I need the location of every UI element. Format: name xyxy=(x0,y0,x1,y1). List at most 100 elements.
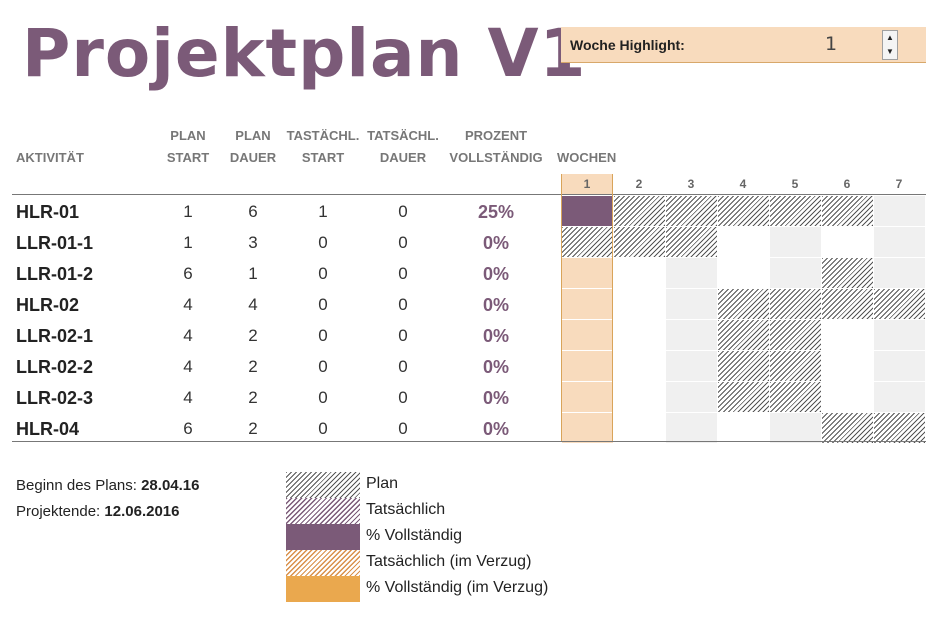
gantt-cell xyxy=(822,227,873,257)
spinner-down-icon[interactable]: ▼ xyxy=(883,45,897,59)
header-actual-duration-line1: TATSÄCHL. xyxy=(367,128,439,143)
gantt-cell xyxy=(562,351,613,381)
gantt-cell xyxy=(874,227,925,257)
legend-label-actual: Tatsächlich xyxy=(366,501,446,518)
week-header-3: 3 xyxy=(687,177,695,191)
gantt-cell xyxy=(614,382,665,412)
legend-label-late: Tatsächlich (im Verzug) xyxy=(366,553,532,570)
gantt-cell xyxy=(822,196,873,226)
gantt-cell xyxy=(666,320,717,350)
plan-end-label: Projektende: xyxy=(16,503,101,520)
gantt-cell xyxy=(718,382,769,412)
actual-duration-value: 0 xyxy=(398,264,408,283)
header-actual-start-line1: TASTÄCHL. xyxy=(286,128,360,143)
week-highlight-label: Woche Highlight: xyxy=(570,37,685,53)
gantt-cell xyxy=(770,258,821,288)
header-actual-duration: TATSÄCHL. DAUER xyxy=(363,125,443,169)
gantt-cell xyxy=(718,289,769,319)
week-header-2: 2 xyxy=(635,177,643,191)
week-header-4: 4 xyxy=(739,177,747,191)
plan-duration-value: 2 xyxy=(248,357,258,376)
header-plan-duration: PLAN DAUER xyxy=(223,125,283,169)
activity-name: LLR-02-1 xyxy=(16,326,94,346)
plan-start-value: 4 xyxy=(183,357,193,376)
gantt-cell xyxy=(562,196,613,226)
header-plan-start-line1: PLAN xyxy=(170,128,206,143)
week-spinner[interactable]: ▲ ▼ xyxy=(882,30,898,60)
gantt-cell xyxy=(770,351,821,381)
plan-duration-value: 1 xyxy=(248,264,258,283)
gantt-cell xyxy=(666,227,717,257)
legend-label-pct: % Vollständig xyxy=(366,527,463,544)
actual-duration-value: 0 xyxy=(398,326,408,345)
header-plan-duration-line2: DAUER xyxy=(229,150,277,165)
gantt-cell xyxy=(666,382,717,412)
plan-start-value: 4 xyxy=(183,295,193,314)
percent-complete-value: 0% xyxy=(482,264,509,284)
gantt-cell xyxy=(718,351,769,381)
plan-duration-value: 2 xyxy=(248,388,258,407)
actual-start-value: 1 xyxy=(318,202,328,221)
table-top-divider xyxy=(12,194,926,195)
gantt-cell xyxy=(770,413,821,443)
week-highlight-panel: Woche Highlight: 1 ▲ ▼ xyxy=(561,27,926,63)
spinner-up-icon[interactable]: ▲ xyxy=(883,31,897,46)
gantt-cell xyxy=(874,289,925,319)
header-activity: AKTIVITÄT xyxy=(16,150,84,165)
gantt-cell xyxy=(562,413,613,443)
legend-label-plan: Plan xyxy=(366,475,399,492)
plan-start-value: 1 xyxy=(183,233,193,252)
gantt-cell xyxy=(614,258,665,288)
plan-duration-value: 4 xyxy=(248,295,258,314)
plan-start-info: Beginn des Plans: 28.04.16 xyxy=(16,477,199,494)
actual-duration-value: 0 xyxy=(398,233,408,252)
legend-swatch-pct xyxy=(286,524,360,550)
activity-name: HLR-02 xyxy=(16,295,80,315)
plan-start-value: 1 xyxy=(183,202,193,221)
gantt-cell xyxy=(666,289,717,319)
header-percent: PROZENT VOLLSTÄNDIG xyxy=(446,125,546,169)
percent-complete-value: 0% xyxy=(482,295,509,315)
activity-name: HLR-04 xyxy=(16,419,80,439)
header-actual-start: TASTÄCHL. START xyxy=(283,125,363,169)
actual-start-value: 0 xyxy=(318,419,328,438)
header-actual-duration-line2: DAUER xyxy=(379,150,427,165)
gantt-cell xyxy=(562,289,613,319)
activity-name: LLR-02-2 xyxy=(16,357,94,377)
gantt-cell xyxy=(874,258,925,288)
gantt-cell xyxy=(562,382,613,412)
percent-complete-value: 25% xyxy=(477,202,515,222)
legend-swatch-actual xyxy=(286,498,360,524)
gantt-cell xyxy=(874,196,925,226)
gantt-cell xyxy=(666,196,717,226)
header-weeks: WOCHEN xyxy=(557,150,617,165)
legend-swatch-late xyxy=(286,550,360,576)
plan-start-value: 28.04.16 xyxy=(141,477,200,494)
gantt-cell xyxy=(770,289,821,319)
week-header-5: 5 xyxy=(791,177,799,191)
week-highlight-value[interactable]: 1 xyxy=(824,33,838,55)
gantt-cell xyxy=(770,196,821,226)
gantt-cell xyxy=(666,258,717,288)
activity-name: LLR-01-2 xyxy=(16,264,94,284)
plan-start-value: 6 xyxy=(183,264,193,283)
gantt-cell xyxy=(666,413,717,443)
actual-start-value: 0 xyxy=(318,264,328,283)
header-percent-line1: PROZENT xyxy=(464,128,528,143)
actual-start-value: 0 xyxy=(318,295,328,314)
header-actual-start-line2: START xyxy=(301,150,345,165)
gantt-cell xyxy=(562,227,613,257)
gantt-cell xyxy=(718,258,769,288)
plan-start-label: Beginn des Plans: xyxy=(16,477,137,494)
gantt-cell xyxy=(614,413,665,443)
plan-end-value: 12.06.2016 xyxy=(104,503,180,520)
week-header-6: 6 xyxy=(843,177,851,191)
gantt-cell xyxy=(614,351,665,381)
percent-complete-value: 0% xyxy=(482,357,509,377)
activity-name: LLR-01-1 xyxy=(16,233,94,253)
gantt-cell xyxy=(770,382,821,412)
legend-label-latepct: % Vollständig (im Verzug) xyxy=(366,579,549,596)
actual-duration-value: 0 xyxy=(398,357,408,376)
gantt-cell xyxy=(666,351,717,381)
gantt-cell xyxy=(718,196,769,226)
